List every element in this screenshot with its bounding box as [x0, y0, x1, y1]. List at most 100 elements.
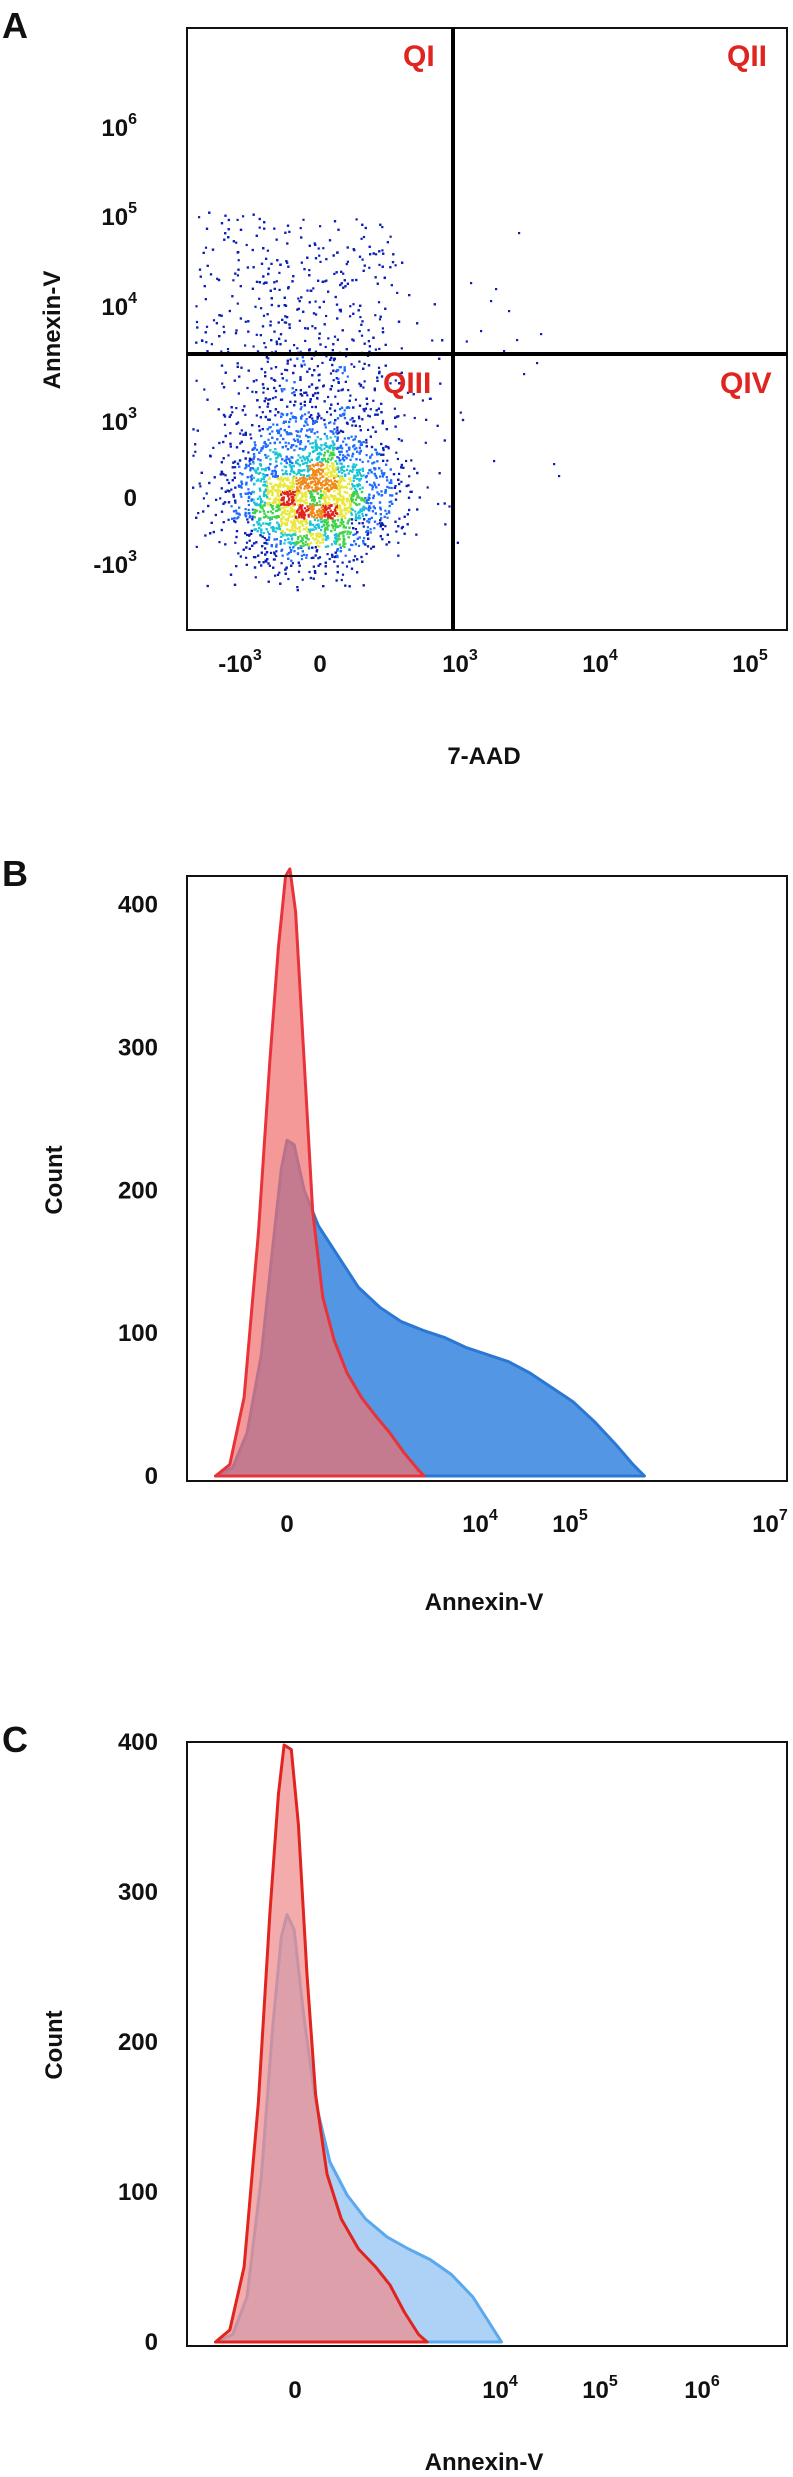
- scatter-point: [304, 540, 307, 543]
- scatter-point: [304, 445, 307, 448]
- scatter-point: [204, 246, 208, 249]
- scatter-point: [334, 419, 337, 422]
- scatter-point: [284, 512, 287, 515]
- scatter-point: [276, 456, 279, 459]
- scatter-point: [284, 518, 287, 521]
- scatter-point: [270, 490, 273, 493]
- scatter-point: [381, 331, 385, 334]
- scatter-point: [366, 402, 369, 406]
- scatter-point: [264, 375, 267, 378]
- scatter-point: [260, 367, 263, 371]
- scatter-point: [271, 528, 275, 531]
- scatter-point: [287, 541, 290, 544]
- scatter-point: [366, 526, 369, 529]
- scatter-point: [253, 441, 256, 444]
- scatter-point: [284, 465, 288, 469]
- scatter-point: [259, 524, 262, 527]
- scatter-point: [312, 565, 315, 568]
- scatter-point: [337, 377, 340, 381]
- scatter-point: [266, 496, 269, 499]
- scatter-point: [281, 479, 285, 483]
- scatter-point: [234, 272, 237, 275]
- scatter-point: [363, 380, 366, 383]
- scatter-point: [226, 348, 230, 351]
- scatter-point: [359, 478, 362, 481]
- scatter-point: [313, 477, 316, 480]
- scatter-point: [316, 545, 319, 548]
- scatter-point: [270, 262, 273, 265]
- scatter-point: [351, 338, 354, 341]
- scatter-point: [299, 487, 302, 490]
- scatter-point: [300, 363, 303, 366]
- scatter-point: [322, 463, 325, 466]
- scatter-point: [290, 412, 293, 415]
- scatter-point: [201, 339, 204, 342]
- scatter-point: [338, 543, 341, 546]
- scatter-point: [362, 269, 365, 272]
- scatter-point: [300, 558, 304, 561]
- scatter-point: [255, 541, 258, 544]
- scatter-point: [344, 285, 347, 288]
- scatter-point: [299, 402, 302, 405]
- scatter-point: [320, 494, 323, 498]
- scatter-point: [289, 510, 292, 513]
- scatter-point: [235, 422, 238, 425]
- scatter-point: [245, 466, 248, 469]
- scatter-point: [274, 497, 277, 500]
- scatter-point: [251, 544, 254, 547]
- scatter-point: [367, 472, 370, 475]
- scatter-point: [381, 226, 384, 229]
- scatter-point: [334, 551, 337, 554]
- scatter-point: [324, 490, 327, 493]
- scatter-point: [314, 350, 317, 353]
- scatter-point: [329, 471, 333, 474]
- scatter-point: [264, 281, 267, 284]
- scatter-point: [279, 263, 282, 266]
- scatter-point: [236, 302, 239, 305]
- scatter-point: [361, 223, 364, 226]
- scatter-point: [358, 478, 361, 481]
- scatter-point: [405, 484, 408, 488]
- scatter-point: [269, 463, 272, 466]
- scatter-point: [388, 501, 391, 504]
- scatter-point: [219, 497, 222, 500]
- scatter-point: [322, 480, 325, 483]
- scatter-point: [307, 411, 310, 414]
- scatter-point: [265, 494, 268, 497]
- scatter-point: [263, 441, 266, 444]
- scatter-point: [260, 528, 263, 532]
- scatter-point: [291, 502, 294, 505]
- scatter-point: [331, 470, 334, 473]
- scatter-point: [204, 331, 207, 334]
- scatter-point: [318, 508, 321, 511]
- scatter-point: [308, 476, 311, 479]
- scatter-point: [318, 532, 321, 535]
- scatter-point: [286, 528, 289, 531]
- scatter-point: [254, 528, 257, 531]
- scatter-point: [275, 543, 278, 546]
- scatter-point: [298, 492, 301, 495]
- scatter-point: [317, 480, 320, 483]
- scatter-point: [336, 402, 339, 405]
- scatter-point: [376, 523, 379, 526]
- scatter-point: [305, 478, 308, 481]
- scatter-point: [315, 448, 318, 451]
- scatter-point: [258, 406, 261, 409]
- scatter-point: [383, 276, 386, 279]
- scatter-point: [318, 500, 321, 503]
- scatter-point: [358, 503, 361, 506]
- scatter-point: [220, 364, 224, 367]
- scatter-point: [296, 347, 299, 350]
- scatter-point: [245, 481, 248, 484]
- scatter-point: [331, 467, 334, 470]
- scatter-point: [239, 555, 242, 558]
- scatter-point: [338, 504, 341, 507]
- scatter-point: [276, 423, 279, 426]
- scatter-point: [238, 465, 241, 468]
- scatter-point: [305, 499, 308, 502]
- scatter-point: [258, 561, 261, 564]
- scatter-point: [279, 478, 282, 481]
- scatter-point: [302, 493, 305, 496]
- scatter-point: [277, 478, 280, 481]
- scatter-point: [237, 392, 240, 395]
